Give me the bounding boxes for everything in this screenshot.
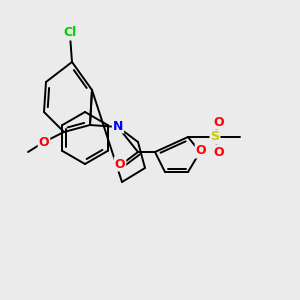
Text: O: O	[39, 136, 49, 148]
Text: S: S	[211, 130, 220, 143]
Text: O: O	[214, 146, 224, 158]
Text: O: O	[115, 158, 125, 170]
Text: O: O	[214, 116, 224, 128]
Text: Cl: Cl	[63, 26, 76, 40]
Text: N: N	[113, 119, 123, 133]
Text: O: O	[196, 145, 206, 158]
